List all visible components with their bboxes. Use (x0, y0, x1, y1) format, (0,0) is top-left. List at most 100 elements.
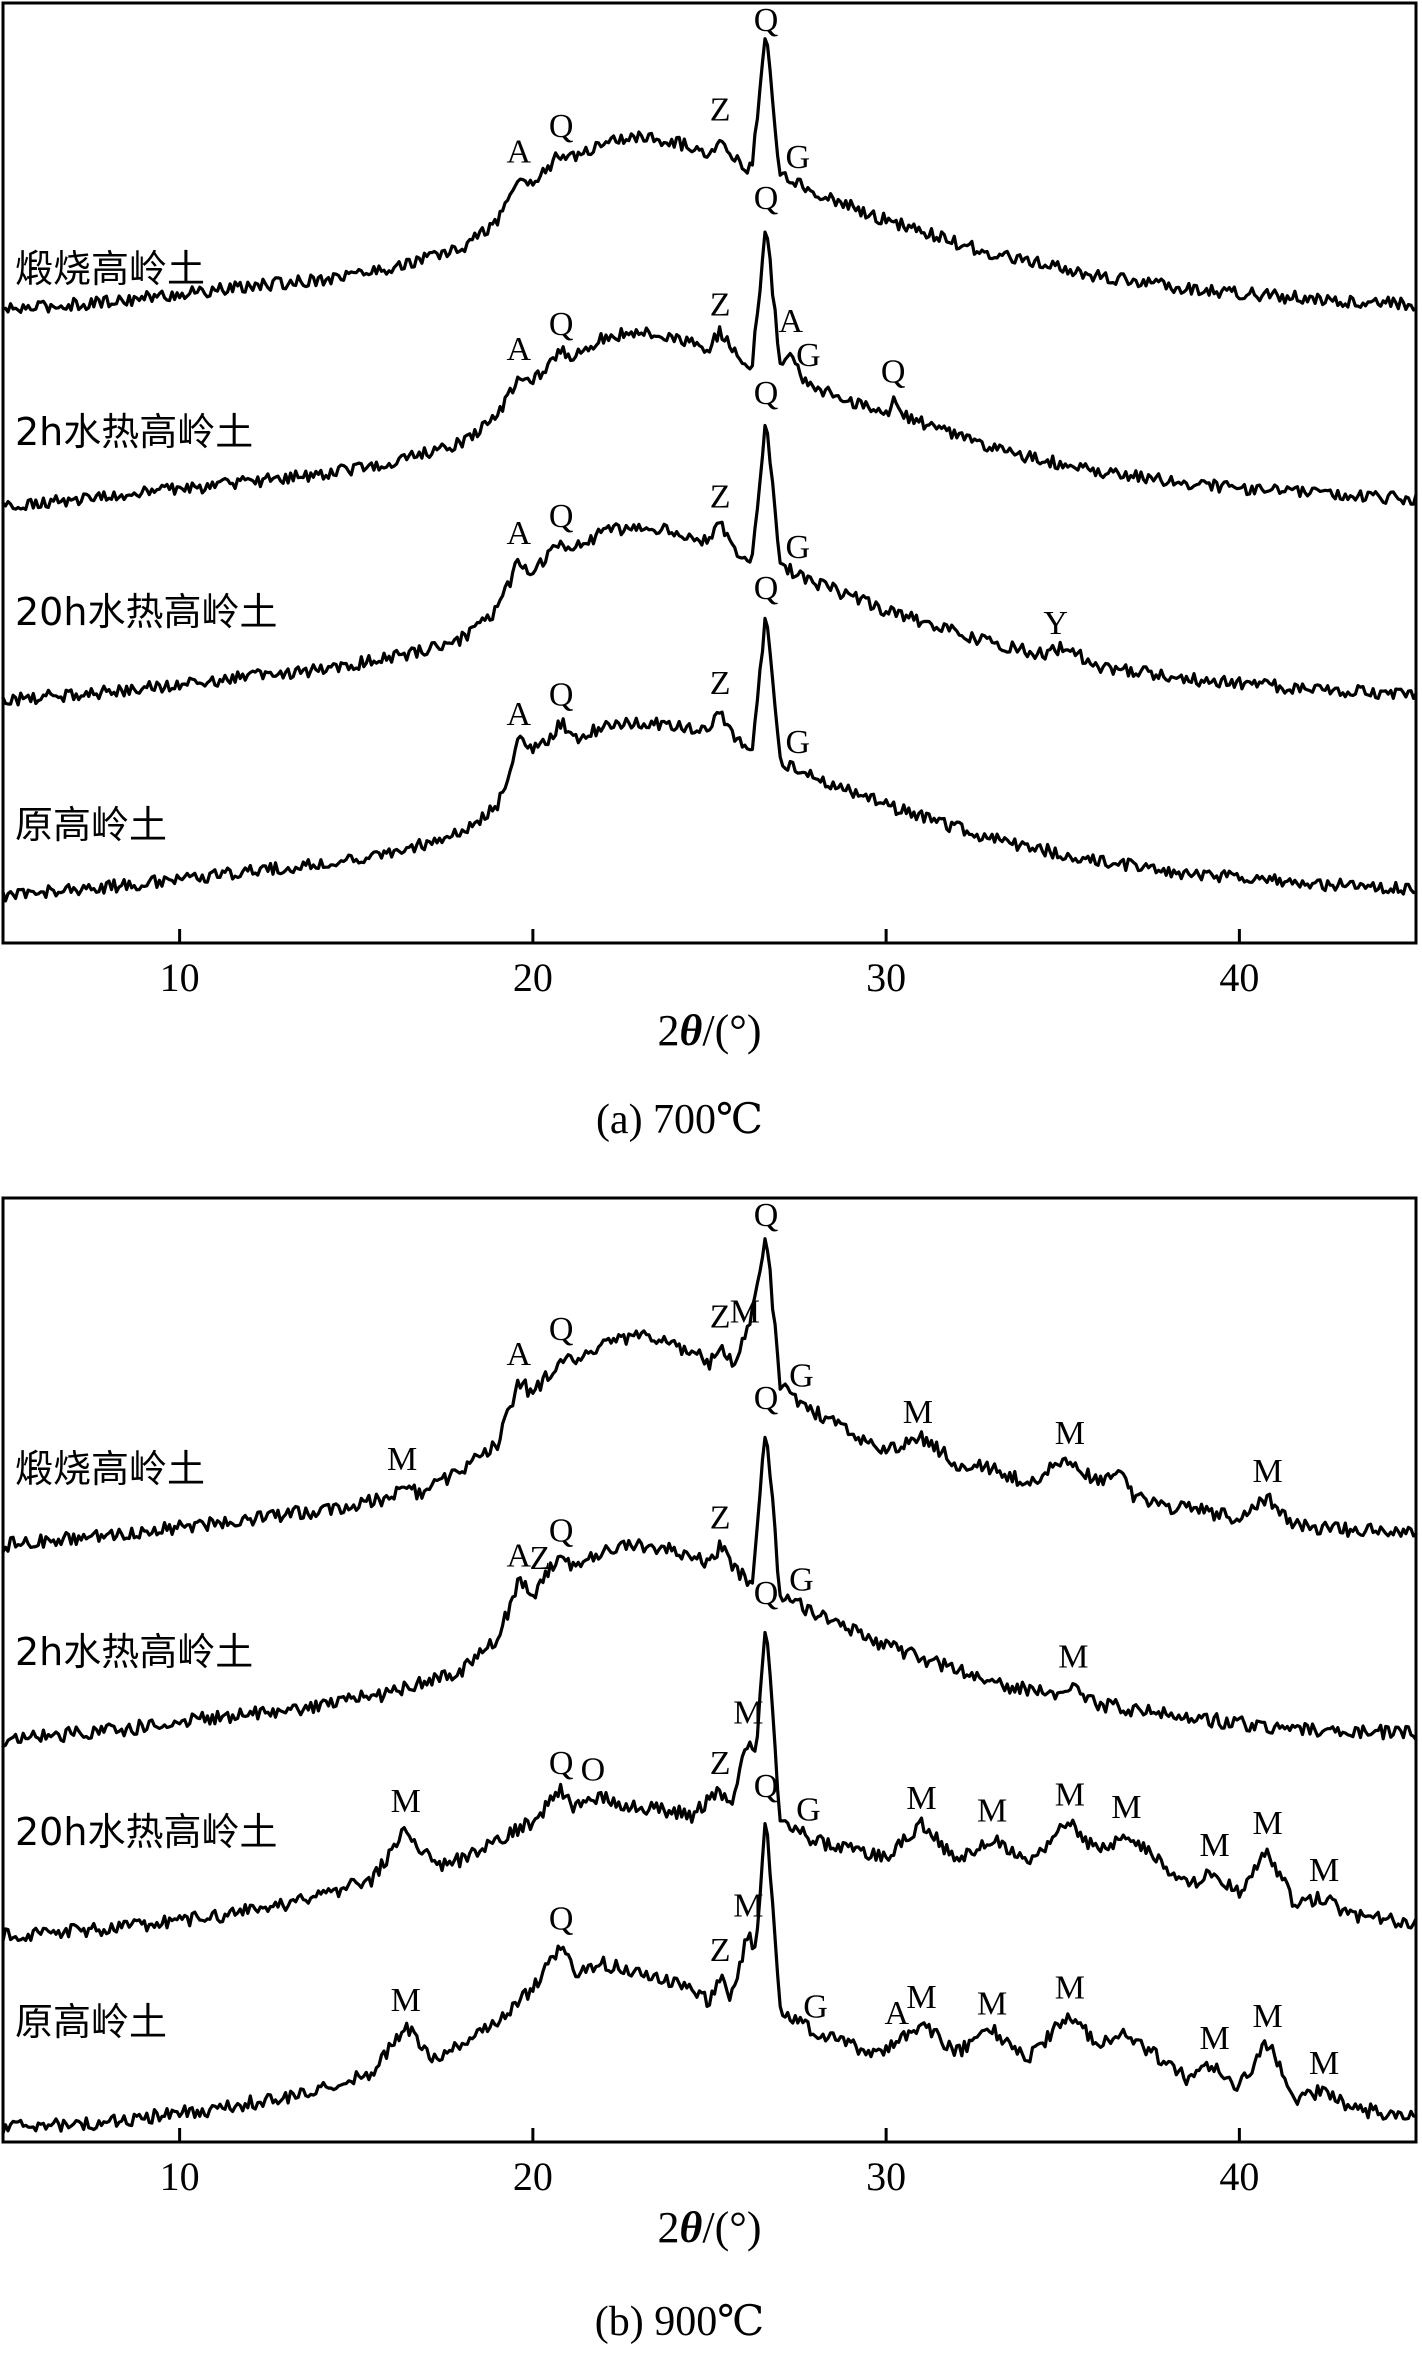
peak-label: A (506, 696, 531, 733)
peak-label: M (1200, 1827, 1230, 1864)
series-line-3 (1, 423, 1418, 707)
peak-label: G (786, 724, 811, 761)
series-label: 2h水热高岭土 (15, 410, 253, 454)
peak-label: Q (549, 676, 574, 713)
peak-label: M (1055, 1777, 1085, 1814)
x-axis-title: 2θ/(°) (658, 1006, 762, 1055)
peak-label: G (786, 529, 811, 566)
peak-label: A (506, 515, 531, 552)
x-tick-label: 10 (160, 2154, 200, 2199)
peak-label: M (391, 1982, 421, 2019)
peak-label: Q (754, 2, 779, 39)
series-line-3 (1, 1630, 1418, 1943)
peak-label: A (506, 1336, 531, 1373)
peak-label: M (1111, 1789, 1141, 1826)
peak-label: Z (710, 1298, 731, 1335)
peak-label: Q (754, 1380, 779, 1417)
series-line-1 (1, 37, 1418, 314)
peak-label: M (1200, 2020, 1230, 2057)
series-label: 20h水热高岭土 (15, 1810, 277, 1854)
x-tick-label: 10 (160, 955, 200, 1000)
series-line-4 (1, 616, 1418, 903)
series-line-4 (1, 1822, 1418, 2135)
peak-label: O (581, 1751, 606, 1788)
x-tick-label: 20 (513, 955, 553, 1000)
peak-label: Q (881, 354, 906, 391)
peak-label: Q (549, 1745, 574, 1782)
x-tick-label: 20 (513, 2154, 553, 2199)
peak-label: M (733, 1695, 763, 1732)
peak-label: A (506, 1538, 531, 1575)
series-label: 煅烧高岭土 (15, 1447, 205, 1491)
peak-label: Q (549, 1311, 574, 1348)
peak-label: A (506, 133, 531, 170)
peak-label: G (796, 1792, 821, 1829)
peak-label: M (387, 1441, 417, 1478)
series-line-2 (1, 230, 1418, 511)
peak-label: Q (549, 498, 574, 535)
peak-label: Q (549, 108, 574, 145)
peak-label: Q (754, 1575, 779, 1612)
panel-caption: (a) 700℃ (596, 1097, 763, 1143)
plot-frame (1, 1196, 1418, 2144)
peak-label: Q (754, 570, 779, 607)
peak-label: Z (710, 479, 731, 516)
x-tick-label: 30 (866, 2154, 906, 2199)
peak-label: M (1253, 1453, 1283, 1490)
peak-label: A (506, 331, 531, 368)
peak-label: Q (549, 1512, 574, 1549)
peak-label: Z (710, 91, 731, 128)
peak-label: Q (754, 180, 779, 217)
peak-label: G (803, 1989, 828, 2026)
peak-label: M (906, 1780, 936, 1817)
peak-label: M (1309, 1852, 1339, 1889)
panel-caption: (b) 900℃ (595, 2299, 764, 2345)
peak-label: Y (1043, 605, 1068, 642)
peak-label: M (1055, 1415, 1085, 1452)
series-label: 煅烧高岭土 (15, 247, 205, 291)
peak-label: M (977, 1985, 1007, 2022)
peak-label: M (733, 1888, 763, 1925)
peak-label: M (1058, 1638, 1088, 1675)
series-line-2 (1, 1435, 1418, 1748)
series-label: 2h水热高岭土 (15, 1630, 253, 1674)
peak-label: Z (710, 1932, 731, 1969)
series-line-1 (1, 1237, 1418, 1554)
peak-label: G (796, 337, 821, 374)
peak-label: M (730, 1294, 760, 1331)
peak-label: M (977, 1792, 1007, 1829)
x-tick-label: 40 (1219, 2154, 1259, 2199)
series-label: 20h水热高岭土 (15, 590, 277, 634)
peak-label: Z (710, 1500, 731, 1537)
peak-label: M (1055, 1970, 1085, 2007)
peak-label: G (786, 139, 811, 176)
peak-label: M (391, 1783, 421, 1820)
peak-label: M (903, 1394, 933, 1431)
peak-label: G (789, 1358, 814, 1395)
x-tick-label: 30 (866, 955, 906, 1000)
peak-label: A (884, 1995, 909, 2032)
peak-label: Z (710, 1745, 731, 1782)
peak-label: Q (549, 306, 574, 343)
peak-label: Z (530, 1540, 551, 1577)
peak-label: M (1253, 1998, 1283, 2035)
peak-label: M (906, 1979, 936, 2016)
peak-label: Z (710, 286, 731, 323)
x-tick-label: 40 (1219, 955, 1259, 1000)
peak-label: G (789, 1561, 814, 1598)
peak-label: Z (710, 665, 731, 702)
peak-label: Q (754, 1197, 779, 1234)
series-label: 原高岭土 (15, 2000, 167, 2044)
plot-frame (1, 1, 1418, 945)
peak-label: Q (754, 1768, 779, 1805)
peak-label: M (1309, 2045, 1339, 2082)
peak-label: A (778, 303, 803, 340)
series-label: 原高岭土 (15, 803, 167, 847)
peak-label: M (1253, 1805, 1283, 1842)
peak-label: Q (549, 1900, 574, 1937)
peak-label: Q (754, 375, 779, 412)
x-axis-title: 2θ/(°) (658, 2203, 762, 2252)
